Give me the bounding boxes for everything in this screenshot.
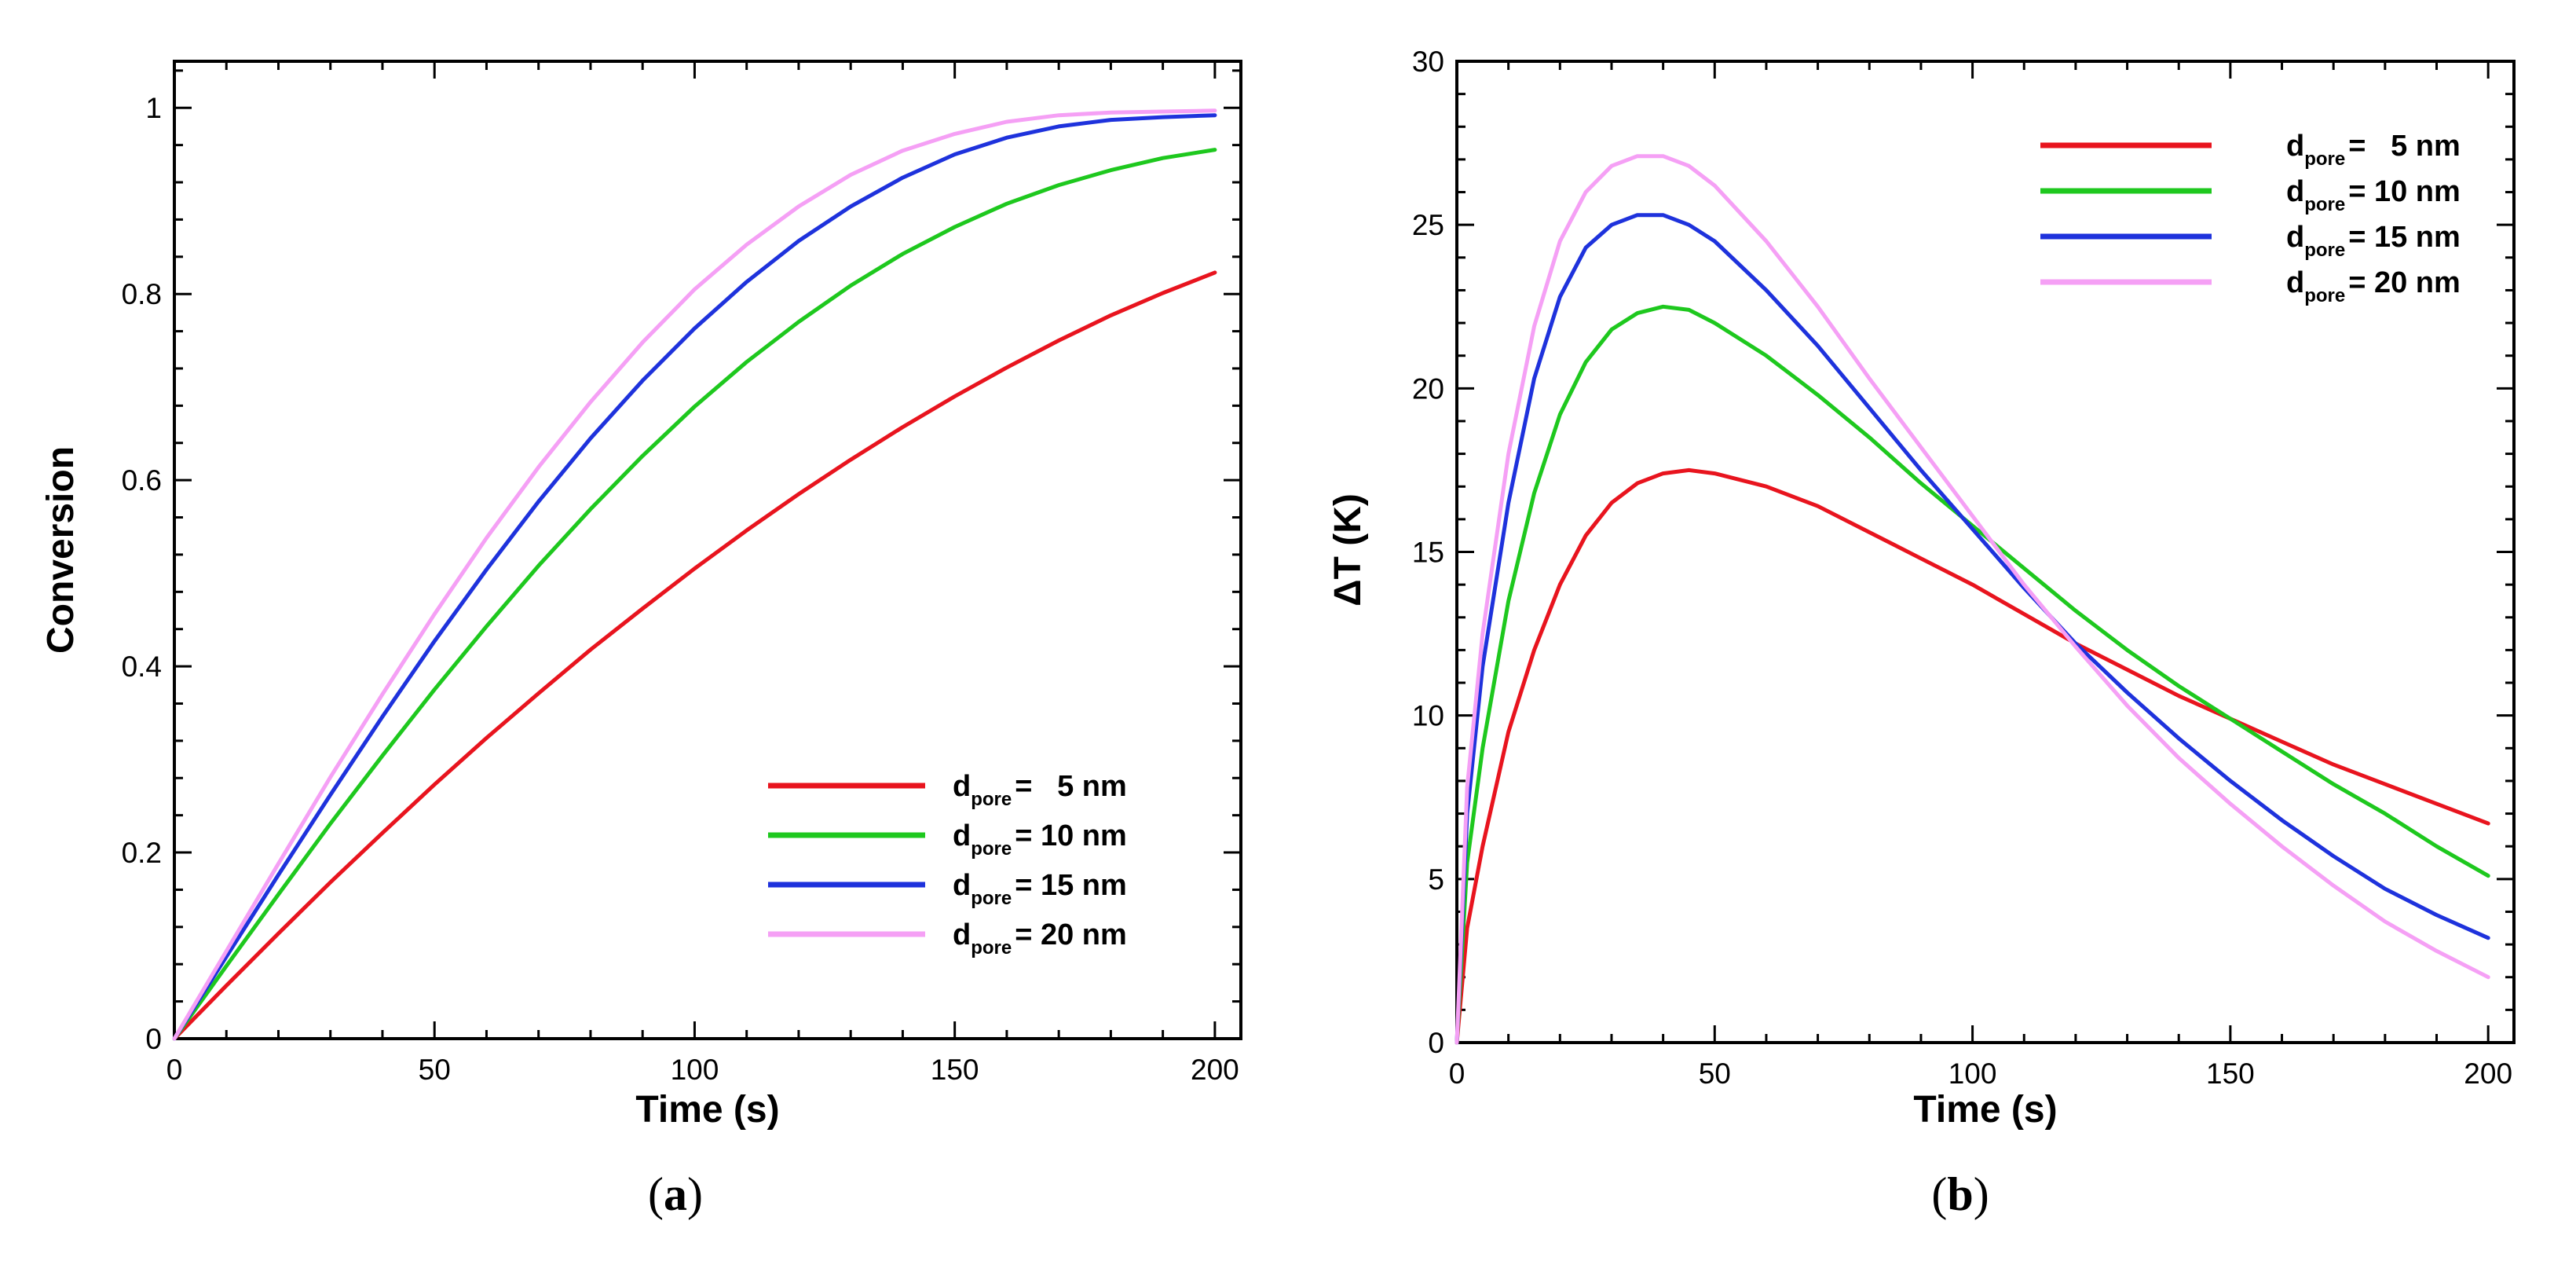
chart-panel-b: 0 50 100 150 200 0 5 10 15 20 25 30 Time (s) ΔT (K) dp… bbox=[1327, 46, 2516, 1220]
plot-frame bbox=[173, 60, 1242, 1040]
series-line-20nm bbox=[1454, 154, 2490, 1045]
x-tick-label: 200 bbox=[1191, 1054, 1239, 1086]
x-tick-label: 50 bbox=[1699, 1058, 1731, 1090]
legend-label: dpore = 20 nm bbox=[953, 918, 1127, 959]
y-tick-label: 20 bbox=[1412, 372, 1444, 405]
x-tick-label: 150 bbox=[931, 1054, 979, 1086]
x-axis-title: Time (s) bbox=[635, 1089, 779, 1131]
x-axis-title: Time (s) bbox=[1913, 1089, 2057, 1131]
y-axis-title: Conversion bbox=[40, 446, 82, 654]
series-line-5nm bbox=[172, 270, 1217, 1041]
legend-label: dpore = 10 nm bbox=[2286, 175, 2461, 215]
x-tick-label: 100 bbox=[671, 1054, 719, 1086]
y-tick-label: 30 bbox=[1412, 46, 1444, 78]
x-tick-label: 200 bbox=[2464, 1058, 2512, 1090]
legend-label: dpore = 15 nm bbox=[2286, 221, 2461, 261]
y-tick-label: 0.6 bbox=[122, 464, 162, 497]
series-line-15nm bbox=[1454, 213, 2490, 1045]
legend-label: dpore = 15 nm bbox=[953, 869, 1127, 909]
y-tick-label: 25 bbox=[1412, 209, 1444, 241]
panel-label: (b) bbox=[1931, 1168, 1989, 1220]
y-tick-label: 0.2 bbox=[122, 837, 162, 869]
x-tick-label: 150 bbox=[2206, 1058, 2255, 1090]
y-tick-label: 0 bbox=[145, 1023, 162, 1055]
legend-label: dpore = 10 nm bbox=[953, 819, 1127, 860]
series-line-10nm bbox=[1454, 304, 2490, 1045]
legend-label: dpore = 20 nm bbox=[2286, 266, 2461, 306]
chart-panel-a: 0 50 100 150 200 0 0.2 0.4 0.6 0.8 1 Time (s) Conver… bbox=[40, 60, 1242, 1220]
series-line-10nm bbox=[172, 148, 1217, 1041]
series-line-20nm bbox=[172, 108, 1217, 1041]
y-tick-label: 0.4 bbox=[122, 651, 162, 683]
series-line-15nm bbox=[172, 113, 1217, 1041]
y-tick-label: 10 bbox=[1412, 700, 1444, 732]
y-tick-label: 15 bbox=[1412, 537, 1444, 569]
legend-label: dpore = 5 nm bbox=[2286, 130, 2461, 170]
x-tick-label: 0 bbox=[166, 1054, 183, 1086]
plot-frame bbox=[1455, 60, 2516, 1044]
y-tick-label: 1 bbox=[145, 92, 162, 124]
legend-label: dpore = 5 nm bbox=[953, 770, 1127, 810]
x-tick-label: 50 bbox=[419, 1054, 451, 1086]
y-tick-label: 5 bbox=[1428, 863, 1444, 896]
y-tick-label: 0.8 bbox=[122, 278, 162, 310]
panel-label: (a) bbox=[648, 1168, 703, 1220]
series-line-5nm bbox=[1454, 467, 2490, 1045]
y-axis-title: ΔT (K) bbox=[1327, 493, 1369, 607]
x-tick-label: 100 bbox=[1948, 1058, 1997, 1090]
y-tick-label: 0 bbox=[1428, 1027, 1444, 1059]
x-tick-label: 0 bbox=[1449, 1058, 1465, 1090]
